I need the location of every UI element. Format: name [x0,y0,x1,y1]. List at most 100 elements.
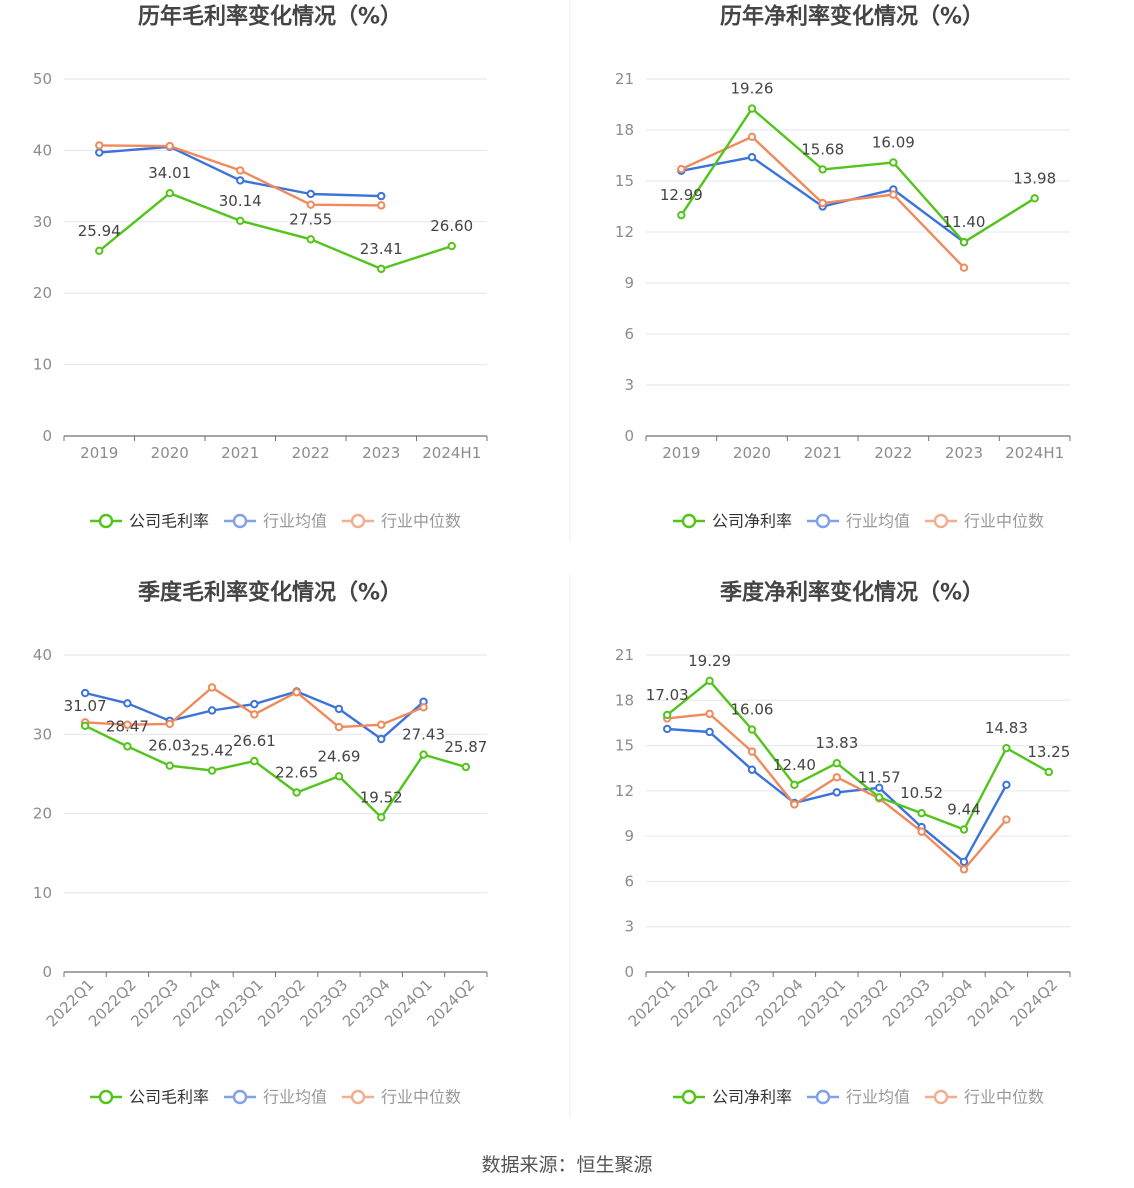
data-point-median [123,720,132,729]
data-point-company [747,725,757,734]
data-point-company [165,188,174,198]
x-tick-label: 2022 [292,444,330,462]
x-tick-label: 2020 [151,444,189,462]
series-line-company [680,107,1036,244]
legend-item-company[interactable]: 公司净利率 [673,512,792,531]
data-label: 12.40 [773,756,816,774]
data-point-avg [334,704,344,714]
legend-item-median[interactable]: 行业中位数 [342,1088,461,1107]
legend-marker-icon [933,1089,949,1105]
legend-item-avg[interactable]: 行业均值 [224,512,327,531]
series-line-company [84,724,467,819]
y-tick-label: 0 [42,963,52,981]
data-point-company [832,759,841,768]
y-tick-label: 40 [33,141,52,159]
data-point-avg [123,699,132,708]
y-tick-label: 6 [624,325,634,343]
y-tick-label: 10 [33,884,52,902]
data-point-company [447,241,456,251]
data-source-text: 数据来源：恒生聚源 [481,1154,653,1176]
legend-label: 公司净利率 [712,1088,792,1107]
data-point-avg [236,176,245,185]
data-point-median [207,683,217,692]
legend-item-avg[interactable]: 行业均值 [807,512,910,531]
data-label: 9.44 [947,801,980,819]
data-label: 17.03 [646,686,689,704]
legend-label: 公司毛利率 [129,512,209,531]
data-label: 26.61 [233,732,276,750]
data-point-company [95,246,104,255]
legend-item-avg[interactable]: 行业均值 [224,1088,327,1107]
data-point-median [790,800,799,809]
legend-label: 行业中位数 [964,512,1044,531]
data-point-avg [207,706,217,715]
data-point-company [889,158,898,167]
data-point-company [377,264,386,274]
data-point-median [165,141,174,151]
legend-label: 行业均值 [263,1088,327,1107]
data-label: 34.01 [148,164,191,182]
data-label: 11.57 [858,768,901,786]
legend-item-median[interactable]: 行业中位数 [925,512,1044,531]
data-point-company [236,216,245,226]
x-tick-label: 2022 [874,444,912,462]
data-point-company [959,238,969,247]
y-tick-label: 9 [624,274,634,292]
y-tick-label: 18 [615,691,634,709]
data-label: 24.69 [317,747,360,765]
data-point-company [419,750,428,759]
legend-item-median[interactable]: 行业中位数 [342,512,461,531]
data-label: 13.98 [1013,169,1056,187]
chart-panel-3: 季度毛利率变化情况（%）0102030402022Q12022Q22022Q32… [33,580,488,1107]
data-point-avg [705,727,714,737]
data-point-company [1030,194,1039,203]
legend-marker-icon [98,513,114,529]
legend-item-company[interactable]: 公司净利率 [673,1088,792,1107]
x-tick-label: 2023 [362,444,400,462]
legend-item-avg[interactable]: 行业均值 [807,1088,910,1107]
legend-item-company[interactable]: 公司毛利率 [90,512,209,531]
chart-panel-2: 历年净利率变化情况（%） 0 3 6 9 12 15 18 21 2019 2020 2021 2022… [615,4,1071,531]
x-tick-label: 2023 [945,444,983,462]
y-tick-label: 50 [33,70,52,88]
x-tick-label: 2020 [733,444,771,462]
data-label: 12.99 [660,186,703,204]
data-point-avg [1002,780,1011,790]
legend-marker-icon [350,1089,366,1105]
data-label: 28.47 [106,717,149,735]
legend-marker-icon [681,1089,697,1105]
data-point-median [95,141,104,150]
data-point-median [818,198,827,208]
y-tick-label: 40 [33,646,52,664]
data-point-median [959,865,969,874]
legend: 公司净利率 行业均值 行业中位数 [673,512,1044,531]
legend-label: 行业均值 [263,512,327,531]
data-point-avg [377,191,386,201]
data-point-avg [377,734,386,744]
y-tick-label: 3 [624,376,634,394]
data-point-company [334,772,344,781]
series-line-company [98,191,453,271]
legend-item-company[interactable]: 公司毛利率 [90,1088,209,1107]
data-label: 15.68 [801,140,844,158]
data-label: 27.43 [402,726,445,744]
data-point-median [419,703,428,712]
data-label: 25.87 [444,738,487,756]
data-point-avg [747,765,757,774]
legend-item-median[interactable]: 行业中位数 [925,1088,1044,1107]
y-tick-label: 18 [615,121,634,139]
data-label: 26.60 [430,217,473,235]
data-point-median [832,773,841,782]
data-point-median [889,190,898,199]
data-point-company [1002,743,1011,753]
legend-label: 公司净利率 [712,512,792,531]
data-point-avg [306,189,315,199]
data-label: 25.94 [78,222,121,240]
data-point-company [747,104,757,113]
data-point-company [250,756,259,766]
y-tick-label: 30 [33,213,52,231]
y-tick-label: 20 [33,805,52,823]
data-point-median [292,688,301,697]
data-point-avg [747,153,757,162]
legend-label: 行业中位数 [381,512,461,531]
